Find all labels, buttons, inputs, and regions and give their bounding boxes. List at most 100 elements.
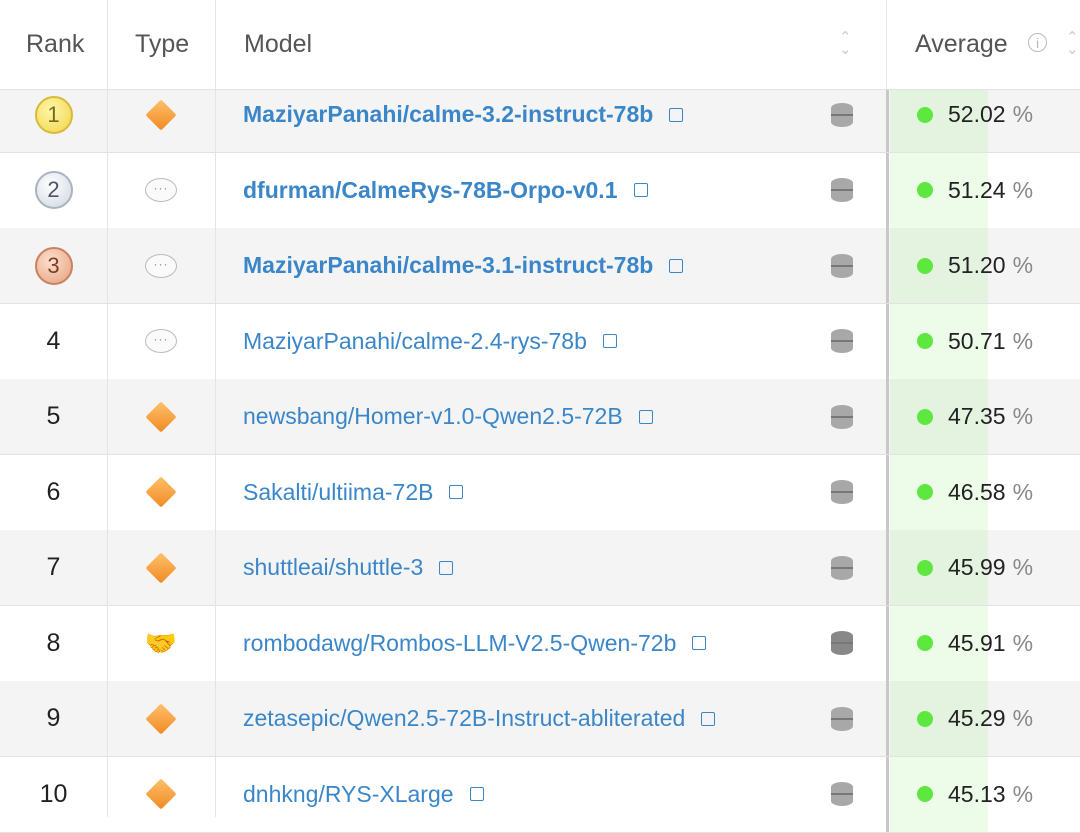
average-cell: 45.13% [917, 757, 1033, 832]
status-dot-icon [917, 408, 933, 425]
external-link-icon[interactable] [602, 334, 617, 348]
column-divider [886, 0, 887, 89]
external-link-icon[interactable] [469, 787, 484, 801]
database-icon[interactable] [831, 606, 853, 681]
table-row[interactable]: 8 🤝 rombodawg/Rombos-LLM-V2.5-Qwen-72b 4… [0, 605, 1080, 682]
average-header[interactable]: Average [915, 30, 1008, 58]
rank-cell: 3 [0, 228, 107, 303]
column-divider [886, 228, 889, 303]
external-link-icon[interactable] [439, 560, 454, 575]
external-link-icon[interactable] [638, 409, 653, 424]
average-cell: 45.29% [917, 681, 1033, 756]
diamond-icon [145, 400, 177, 433]
table-row[interactable]: 10 dnhkng/RYS-XLarge 45.13% [0, 756, 1080, 833]
type-cell [107, 379, 215, 454]
rank-cell: 6 [0, 455, 107, 530]
external-link-icon[interactable] [449, 485, 464, 499]
column-divider [886, 77, 889, 152]
score-bar [890, 303, 988, 379]
chat-bubble-icon: ··· [145, 253, 177, 278]
status-dot-icon [917, 106, 933, 123]
table-row[interactable]: 3 ··· MaziyarPanahi/calme-3.1-instruct-7… [0, 228, 1080, 304]
rank-header[interactable]: Rank [26, 30, 85, 58]
score-bar [890, 681, 988, 756]
gold-medal-icon: 1 [34, 95, 73, 134]
table-header: Rank Type Model ⌃ ⌄ Average i ⌃ ⌄ [0, 0, 1080, 90]
database-icon[interactable] [831, 757, 853, 832]
database-icon[interactable] [831, 228, 853, 303]
database-icon[interactable] [831, 77, 853, 152]
rank-cell: 4 [0, 304, 107, 379]
database-icon[interactable] [831, 455, 853, 530]
model-header[interactable]: Model [244, 30, 313, 58]
model-link[interactable]: MaziyarPanahi/calme-2.4-rys-78b [243, 304, 617, 379]
external-link-icon[interactable] [692, 636, 707, 650]
external-link-icon[interactable] [669, 258, 684, 273]
rank-value: 6 [46, 477, 61, 506]
database-icon[interactable] [831, 153, 853, 228]
type-cell [107, 455, 215, 530]
silver-medal-icon: 2 [34, 171, 73, 209]
database-icon[interactable] [831, 681, 853, 756]
diamond-icon [145, 476, 177, 508]
external-link-icon[interactable] [701, 711, 716, 726]
status-dot-icon [917, 786, 933, 802]
type-cell [107, 681, 215, 756]
model-link[interactable]: newsbang/Homer-v1.0-Qwen2.5-72B [243, 379, 653, 454]
database-icon[interactable] [831, 530, 853, 605]
table-row[interactable]: 6 Sakalti/ultiima-72B 46.58% [0, 454, 1080, 531]
type-header[interactable]: Type [135, 30, 190, 58]
rank-value: 4 [46, 326, 61, 355]
bronze-medal-icon: 3 [34, 246, 73, 285]
status-dot-icon [917, 333, 933, 349]
rank-value: 5 [46, 402, 61, 430]
rank-value: 9 [46, 704, 61, 732]
rank-value: 7 [46, 553, 61, 581]
column-divider [886, 303, 889, 379]
score-bar [890, 530, 988, 605]
model-link[interactable]: zetasepic/Qwen2.5-72B-Instruct-abliterat… [243, 681, 716, 756]
model-link[interactable]: MaziyarPanahi/calme-3.1-instruct-78b [243, 228, 684, 303]
diamond-icon [145, 702, 177, 735]
average-cell: 50.71% [917, 304, 1033, 379]
average-cell: 47.35% [917, 379, 1033, 454]
rank-value: 10 [39, 779, 68, 808]
table-row[interactable]: 2 ··· dfurman/CalmeRys-78B-Orpo-v0.1 51.… [0, 152, 1080, 229]
model-link[interactable]: shuttleai/shuttle-3 [243, 530, 454, 605]
diamond-icon [145, 551, 177, 584]
chat-bubble-icon: ··· [145, 329, 177, 353]
table-row[interactable]: 7 shuttleai/shuttle-3 45.99% [0, 530, 1080, 606]
type-cell [107, 530, 215, 605]
model-link[interactable]: dnhkng/RYS-XLarge [243, 757, 484, 832]
model-link[interactable]: rombodawg/Rombos-LLM-V2.5-Qwen-72b [243, 606, 707, 681]
table-row[interactable]: 5 newsbang/Homer-v1.0-Qwen2.5-72B 47.35% [0, 379, 1080, 455]
status-dot-icon [917, 484, 933, 500]
model-link[interactable]: MaziyarPanahi/calme-3.2-instruct-78b [243, 77, 684, 152]
database-icon[interactable] [831, 304, 853, 379]
status-dot-icon [917, 635, 933, 651]
model-link[interactable]: dfurman/CalmeRys-78B-Orpo-v0.1 [243, 153, 648, 228]
status-dot-icon [917, 710, 933, 727]
type-cell: 🤝 [107, 606, 215, 681]
sort-icon[interactable]: ⌃ ⌄ [1066, 29, 1079, 58]
column-divider [886, 152, 889, 228]
info-icon[interactable]: i [1028, 33, 1047, 52]
column-divider [886, 379, 889, 454]
diamond-icon [145, 98, 177, 131]
external-link-icon[interactable] [633, 183, 648, 197]
sort-icon[interactable]: ⌃ ⌄ [839, 29, 852, 58]
status-dot-icon [917, 559, 933, 576]
model-link[interactable]: Sakalti/ultiima-72B [243, 455, 464, 530]
rank-cell: 5 [0, 379, 107, 454]
database-icon[interactable] [831, 379, 853, 454]
rank-value: 8 [46, 628, 61, 657]
chat-bubble-icon: ··· [145, 178, 177, 202]
table-row[interactable]: 4 ··· MaziyarPanahi/calme-2.4-rys-78b 50… [0, 303, 1080, 380]
column-divider [886, 605, 889, 681]
average-cell: 45.99% [917, 530, 1033, 605]
diamond-icon [145, 778, 177, 810]
type-cell: ··· [107, 153, 215, 228]
table-row[interactable]: 9 zetasepic/Qwen2.5-72B-Instruct-abliter… [0, 681, 1080, 757]
status-dot-icon [917, 182, 933, 198]
external-link-icon[interactable] [669, 107, 684, 122]
